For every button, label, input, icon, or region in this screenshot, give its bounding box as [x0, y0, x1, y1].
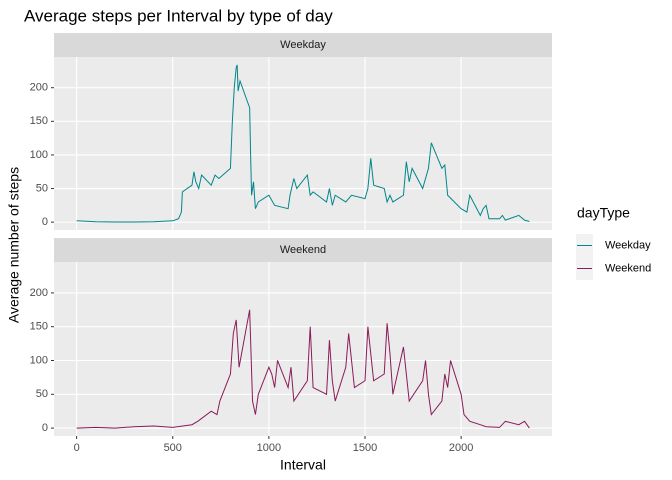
y-tick-label: 100 [30, 149, 48, 161]
y-tick-label: 150 [30, 115, 48, 127]
legend-label: Weekend [605, 262, 651, 274]
y-tick-label: 100 [30, 354, 48, 366]
strip-label: Weekend [280, 244, 326, 256]
y-tick-label: 200 [30, 287, 48, 299]
strip [54, 238, 552, 262]
x-axis-label: Interval [280, 457, 326, 473]
x-tick-label: 2000 [449, 442, 473, 454]
y-tick-label: 200 [30, 82, 48, 94]
legend-label: Weekday [605, 239, 651, 251]
strip-label: Weekday [280, 39, 326, 51]
y-tick-label: 0 [42, 216, 48, 228]
chart-title: Average steps per Interval by type of da… [24, 6, 333, 25]
panel [54, 57, 552, 230]
y-tick-label: 50 [36, 182, 48, 194]
y-tick-label: 150 [30, 321, 48, 333]
x-tick-label: 500 [164, 442, 182, 454]
y-axis-label: Average number of steps [6, 167, 22, 323]
x-tick-label: 1500 [353, 442, 377, 454]
y-tick-label: 50 [36, 388, 48, 400]
x-tick-label: 1000 [257, 442, 281, 454]
y-tick-label: 0 [42, 422, 48, 434]
data-line [76, 64, 530, 223]
legend-title: dayType [577, 205, 630, 221]
x-tick-label: 0 [74, 442, 80, 454]
panel [54, 262, 552, 436]
strip [54, 33, 552, 57]
data-line [76, 309, 530, 429]
